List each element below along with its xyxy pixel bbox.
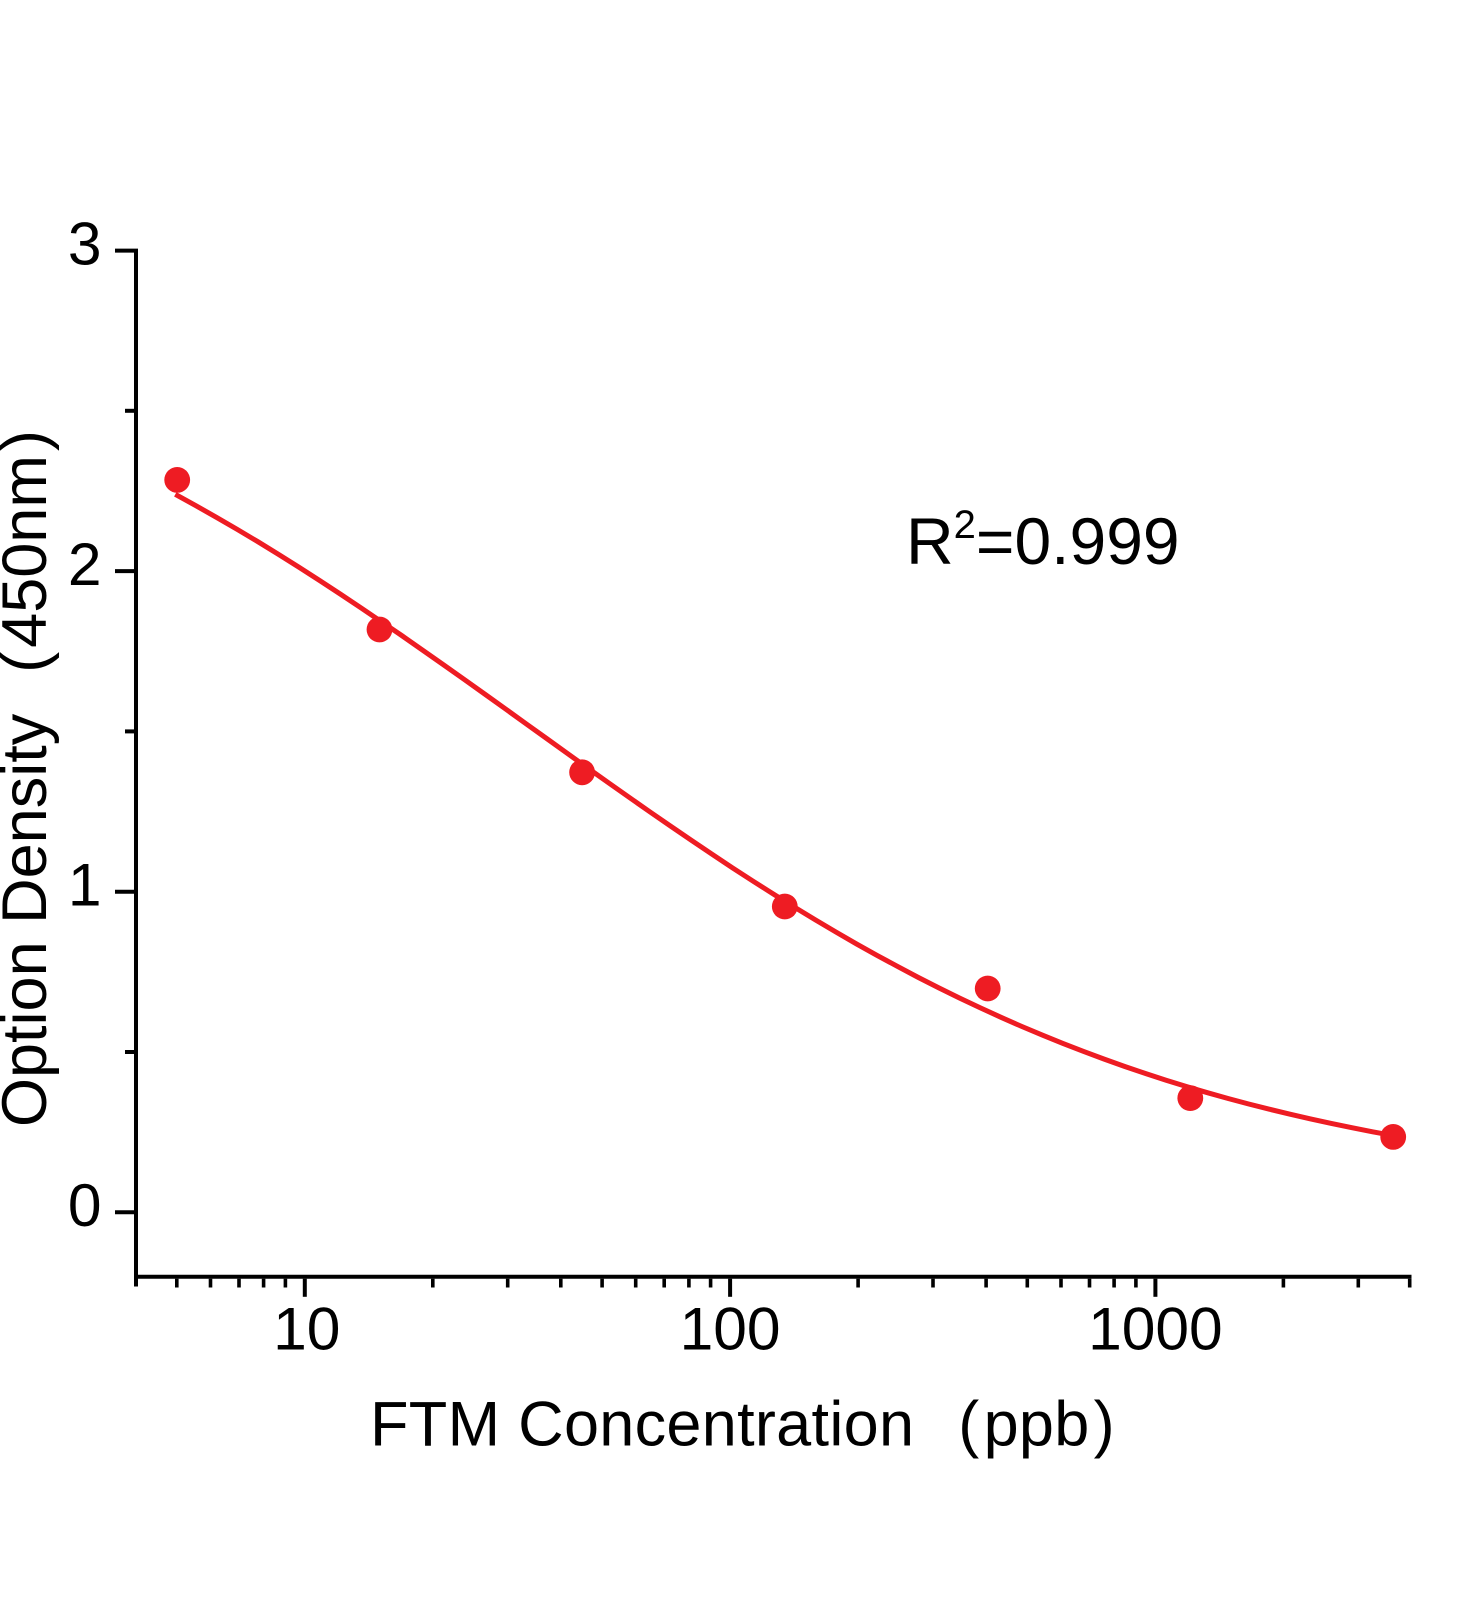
svg-text:2: 2 [68, 530, 102, 598]
svg-text:R2=0.999: R2=0.999 [906, 503, 1180, 578]
svg-text:1: 1 [68, 851, 102, 919]
svg-text:10: 10 [273, 1295, 340, 1363]
svg-text:FTM Concentration(ppb): FTM Concentration (ppb) [370, 1390, 1115, 1460]
svg-text:Option Density(450nm): Option Density(450nm) [0, 430, 60, 1127]
svg-text:3: 3 [68, 209, 102, 277]
svg-text:100: 100 [680, 1295, 781, 1363]
svg-text:0: 0 [68, 1171, 102, 1239]
svg-text:1000: 1000 [1088, 1295, 1223, 1363]
